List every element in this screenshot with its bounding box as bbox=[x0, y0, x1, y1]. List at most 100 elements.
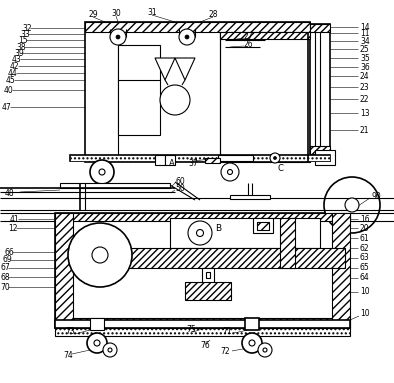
Text: 90: 90 bbox=[372, 192, 382, 200]
Circle shape bbox=[221, 163, 239, 181]
Bar bbox=[332, 213, 350, 328]
Text: 74: 74 bbox=[63, 350, 73, 360]
Text: 23: 23 bbox=[360, 82, 370, 92]
Text: 64: 64 bbox=[360, 273, 370, 283]
Text: 11: 11 bbox=[360, 28, 370, 38]
Circle shape bbox=[324, 177, 380, 233]
Text: 48: 48 bbox=[5, 188, 15, 198]
Text: 15: 15 bbox=[18, 36, 28, 44]
Text: 50: 50 bbox=[175, 183, 185, 193]
Text: 25: 25 bbox=[360, 44, 370, 54]
Text: 35: 35 bbox=[360, 54, 370, 62]
Circle shape bbox=[68, 223, 132, 287]
Circle shape bbox=[197, 229, 203, 236]
Polygon shape bbox=[175, 58, 195, 80]
Circle shape bbox=[188, 221, 212, 245]
Text: 43: 43 bbox=[12, 54, 22, 64]
Bar bbox=[55, 320, 350, 328]
Bar bbox=[185, 282, 231, 300]
Bar bbox=[165, 155, 175, 165]
Circle shape bbox=[103, 343, 117, 357]
Text: C: C bbox=[277, 164, 283, 172]
Text: 14: 14 bbox=[360, 23, 370, 31]
Text: 13: 13 bbox=[360, 108, 370, 118]
Circle shape bbox=[110, 29, 126, 45]
Circle shape bbox=[227, 170, 232, 175]
Bar bbox=[257, 222, 269, 230]
Bar bbox=[55, 328, 350, 336]
Text: 69: 69 bbox=[2, 255, 12, 265]
Circle shape bbox=[270, 153, 280, 163]
Bar bbox=[310, 146, 330, 154]
Text: 21: 21 bbox=[360, 126, 370, 134]
Bar bbox=[85, 22, 310, 32]
Text: A: A bbox=[169, 159, 175, 167]
Circle shape bbox=[108, 348, 112, 352]
Bar bbox=[230, 195, 270, 199]
Circle shape bbox=[160, 85, 190, 115]
Bar bbox=[315, 150, 335, 165]
Bar bbox=[70, 155, 330, 161]
Circle shape bbox=[90, 160, 114, 184]
Bar bbox=[170, 218, 320, 248]
Bar bbox=[220, 32, 310, 39]
Text: 10: 10 bbox=[360, 309, 370, 319]
Text: 45: 45 bbox=[6, 75, 16, 85]
Text: 33: 33 bbox=[20, 29, 30, 39]
Circle shape bbox=[273, 157, 277, 159]
Text: 76: 76 bbox=[200, 340, 210, 350]
Text: 24: 24 bbox=[360, 72, 370, 80]
Circle shape bbox=[92, 247, 108, 263]
Text: 38: 38 bbox=[16, 43, 26, 51]
Polygon shape bbox=[155, 58, 175, 80]
Text: 73: 73 bbox=[65, 327, 75, 337]
Bar bbox=[55, 213, 350, 221]
Circle shape bbox=[242, 333, 262, 353]
Circle shape bbox=[94, 340, 100, 346]
Text: 71: 71 bbox=[222, 327, 232, 337]
Circle shape bbox=[258, 343, 272, 357]
Bar bbox=[55, 213, 350, 328]
Text: 10: 10 bbox=[360, 288, 370, 296]
Bar bbox=[218, 155, 253, 161]
Text: 60: 60 bbox=[175, 177, 185, 185]
Text: 47: 47 bbox=[2, 103, 12, 111]
Circle shape bbox=[179, 29, 195, 45]
Text: 67: 67 bbox=[0, 264, 10, 272]
Text: B: B bbox=[215, 224, 221, 232]
Bar bbox=[220, 32, 310, 162]
Text: 31: 31 bbox=[147, 8, 157, 16]
Circle shape bbox=[87, 333, 107, 353]
Bar bbox=[245, 318, 259, 330]
Bar bbox=[60, 183, 170, 188]
Bar bbox=[280, 218, 295, 268]
Bar bbox=[90, 318, 104, 330]
Bar bbox=[253, 218, 273, 233]
Circle shape bbox=[116, 35, 120, 39]
Text: 61: 61 bbox=[360, 234, 370, 242]
Circle shape bbox=[99, 169, 105, 175]
Text: 44: 44 bbox=[8, 69, 18, 77]
Bar bbox=[118, 45, 160, 135]
Bar bbox=[85, 22, 310, 162]
Bar bbox=[205, 158, 220, 163]
Bar bbox=[155, 155, 165, 165]
Text: 75: 75 bbox=[186, 326, 196, 334]
Text: 27: 27 bbox=[244, 31, 254, 41]
Text: 72: 72 bbox=[220, 347, 230, 357]
Bar bbox=[310, 24, 330, 32]
Text: 62: 62 bbox=[360, 244, 370, 252]
Text: 16: 16 bbox=[360, 214, 370, 224]
Text: 26: 26 bbox=[244, 39, 254, 49]
Bar bbox=[100, 248, 345, 268]
Text: 34: 34 bbox=[360, 36, 370, 46]
Text: 30: 30 bbox=[111, 8, 121, 18]
Bar bbox=[310, 24, 330, 154]
Text: 32: 32 bbox=[22, 23, 32, 33]
Text: 36: 36 bbox=[360, 62, 370, 72]
Text: 20: 20 bbox=[360, 224, 370, 232]
Circle shape bbox=[345, 198, 359, 212]
Text: 39: 39 bbox=[14, 49, 24, 57]
Text: 41: 41 bbox=[10, 214, 20, 224]
Bar bbox=[55, 318, 350, 328]
